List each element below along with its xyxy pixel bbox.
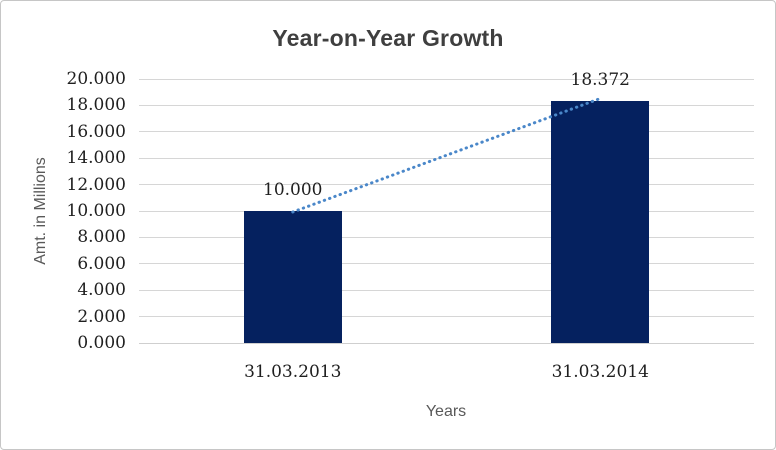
gridline [139,78,754,80]
gridline [139,263,754,265]
y-tick-label: 0.000 [77,333,126,353]
y-tick-label: 6.000 [77,253,126,274]
y-tick-label: 12.000 [66,174,126,195]
gridline [139,104,754,106]
y-tick-label: 2.000 [77,306,126,327]
bar-data-label: 18.372 [570,69,630,90]
gridline [139,236,754,238]
gridline [139,210,754,212]
y-tick-label: 18.000 [66,95,126,116]
y-tick-label: 4.000 [77,280,126,301]
gridline [139,131,754,133]
bar-data-label: 10.000 [263,180,323,200]
y-tick-label: 8.000 [77,227,126,248]
x-category-label: 31.03.2014 [551,362,649,382]
gridline [139,289,754,291]
gridline [139,184,754,186]
x-axis-title: Years [425,403,467,420]
gridline [139,157,754,159]
y-tick-label: 16.000 [66,121,126,142]
x-category-label: 31.03.2013 [244,362,342,382]
x-axis-line [139,342,754,344]
y-axis-title: Amt. in Millions [32,157,49,265]
chart-title: Year-on-Year Growth [272,25,504,51]
plot-area: 10.000 18.372 [139,70,754,344]
bar [243,211,342,343]
trendline-path [291,96,602,214]
y-tick-label: 10.000 [66,201,126,221]
gridline [139,316,754,318]
bar [551,100,650,343]
y-tick-label: 20.000 [66,69,126,89]
trendline [291,96,602,214]
y-tick-label: 14.000 [66,148,126,169]
